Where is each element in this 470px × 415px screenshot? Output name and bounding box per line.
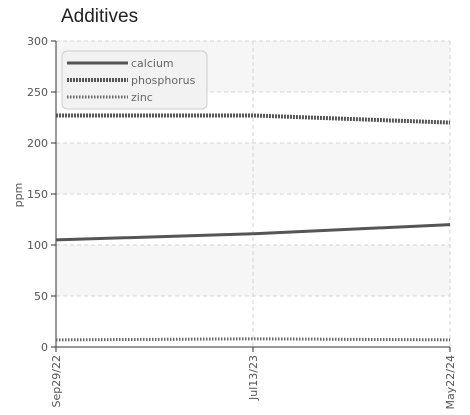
legend: calcium phosphorus zinc (62, 51, 207, 109)
y-tick-label: 100 (27, 239, 48, 252)
y-tick-label: 50 (34, 290, 48, 303)
x-tick-label: Jul13/23 (247, 355, 260, 401)
y-tick-label: 200 (27, 137, 48, 150)
y-tick-label: 0 (41, 341, 48, 354)
y-axis-label: ppm (12, 183, 25, 208)
x-tick-label: Sep29/22 (50, 355, 63, 407)
y-tick-label: 250 (27, 86, 48, 99)
y-tick-label: 150 (27, 188, 48, 201)
legend-label-calcium: calcium (131, 57, 174, 70)
legend-label-phosphorus: phosphorus (131, 74, 196, 87)
y-tick-label: 300 (27, 35, 48, 48)
legend-label-zinc: zinc (131, 91, 153, 104)
x-tick-label: May22/24 (444, 355, 457, 409)
